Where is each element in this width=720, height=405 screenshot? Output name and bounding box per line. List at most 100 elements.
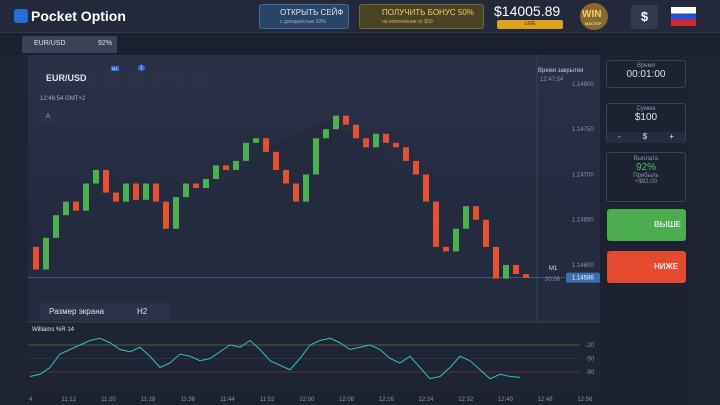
candle <box>163 201 169 229</box>
candle <box>503 264 509 279</box>
candle <box>293 183 299 202</box>
badge-sub: МАСТЕР <box>585 21 602 26</box>
candle <box>383 133 389 143</box>
candle <box>523 274 529 278</box>
draw-button[interactable] <box>148 69 166 87</box>
candle <box>323 129 329 139</box>
candle <box>393 142 399 148</box>
bonus-button[interactable]: ПОЛУЧИТЬ БОНУС 50% на пополнение от $50 <box>359 4 484 29</box>
bonus-sub: на пополнение от $50 <box>382 19 433 25</box>
candle <box>63 201 69 216</box>
time-value: 00:01:00 <box>626 69 666 80</box>
candle <box>223 165 229 170</box>
balance[interactable]: $14005.89 <box>494 3 561 19</box>
williams-line <box>29 337 521 380</box>
candle <box>513 264 519 275</box>
time-label: 11:28 <box>141 397 156 403</box>
screen-size-label: Размер экрана <box>49 307 105 316</box>
candle <box>373 133 379 148</box>
candle <box>203 178 209 189</box>
logo-icon <box>14 9 28 23</box>
close-time: 12:47:54 <box>540 77 564 83</box>
candle <box>313 138 319 175</box>
time-label: 11:12 <box>61 397 76 403</box>
tab-asset: EUR/USD <box>34 40 66 47</box>
time-label: 12:40 <box>498 397 514 403</box>
screen-size[interactable]: Размер экрана H2 <box>40 303 170 320</box>
amount-box[interactable]: Сумма $100 - $ + <box>606 103 686 143</box>
indicators-badge: 1 <box>138 65 145 71</box>
asset-tab[interactable]: EUR/USD 92% <box>22 36 117 53</box>
layout-button[interactable] <box>192 69 210 87</box>
time-label: 11:20 <box>101 397 116 403</box>
time-label: 11:52 <box>260 397 275 403</box>
left-sidebar <box>0 55 28 405</box>
close-label: Время закрытия <box>538 68 584 74</box>
amount-label: Сумма <box>636 106 656 112</box>
candle <box>213 165 219 179</box>
indicator-background <box>28 322 600 392</box>
candle <box>173 197 179 229</box>
candle <box>363 138 369 148</box>
timeframe-badge: M1 <box>111 66 119 71</box>
candle <box>73 201 79 211</box>
line-button[interactable] <box>170 69 188 87</box>
candle <box>253 138 259 143</box>
candle <box>83 183 89 211</box>
drawing-tool[interactable]: A <box>40 110 56 124</box>
candle <box>443 246 449 252</box>
price-tick-label: 1.14800 <box>572 82 594 88</box>
indicator-name[interactable]: Williams %R 14 <box>32 327 75 333</box>
candle <box>43 237 49 270</box>
up-button[interactable]: ВЫШЕ <box>607 209 686 241</box>
candle <box>233 160 239 170</box>
amount-value: $100 <box>634 112 658 123</box>
time-label: 12:16 <box>379 397 395 403</box>
time-box[interactable]: Время 00:01:00 <box>606 60 686 88</box>
logo[interactable]: Pocket Option <box>31 8 126 24</box>
candle <box>93 169 99 184</box>
candle <box>483 219 489 247</box>
indicator-tick: -80 <box>586 370 595 376</box>
top-bar: Pocket Option ОТКРЫТЬ СЕЙФ с доходностью… <box>0 0 720 33</box>
time-label: 12:24 <box>418 397 434 403</box>
language-flag[interactable] <box>671 7 696 26</box>
safe-title: ОТКРЫТЬ СЕЙФ <box>280 8 344 17</box>
countdown: 00:06 <box>545 277 561 283</box>
plus[interactable]: + <box>669 132 674 141</box>
price-tick-label: 1.14700 <box>572 172 594 178</box>
candle <box>273 151 279 170</box>
time-label: 4 <box>29 397 33 403</box>
balance-mode: LIVE <box>497 20 563 29</box>
candle <box>433 201 439 247</box>
candle <box>103 169 109 193</box>
candle <box>353 124 359 139</box>
minus[interactable]: - <box>618 132 621 141</box>
bonus-title: ПОЛУЧИТЬ БОНУС 50% <box>382 8 474 17</box>
timeframe-button[interactable]: M1 <box>104 66 122 87</box>
candle <box>123 183 129 202</box>
down-button[interactable]: НИЖЕ <box>607 251 686 283</box>
candle <box>473 206 479 220</box>
safe-button[interactable]: ОТКРЫТЬ СЕЙФ с доходностью 10% <box>259 4 349 29</box>
asset-selector[interactable]: EUR/USD <box>40 69 100 87</box>
right-sidebar <box>690 55 720 405</box>
currency[interactable]: $ <box>642 132 648 141</box>
indicators-button[interactable]: 1 <box>126 65 145 87</box>
mountain-backdrop <box>28 120 600 322</box>
tab-payout: 92% <box>98 40 113 47</box>
profit-value: +$92.00 <box>635 179 657 185</box>
time-label: 11:44 <box>220 397 235 403</box>
price-tick-label: 1.14650 <box>572 218 594 224</box>
candle <box>403 147 409 161</box>
candle <box>263 138 269 152</box>
deposit-button[interactable]: $ <box>631 5 658 29</box>
time-label: 12:00 <box>299 397 315 403</box>
candle <box>463 206 469 229</box>
candle <box>53 215 59 238</box>
candle <box>193 183 199 189</box>
time-label: 12:56 <box>577 397 593 403</box>
candle <box>303 174 309 202</box>
level-badge[interactable]: WIN МАСТЕР <box>580 3 608 30</box>
